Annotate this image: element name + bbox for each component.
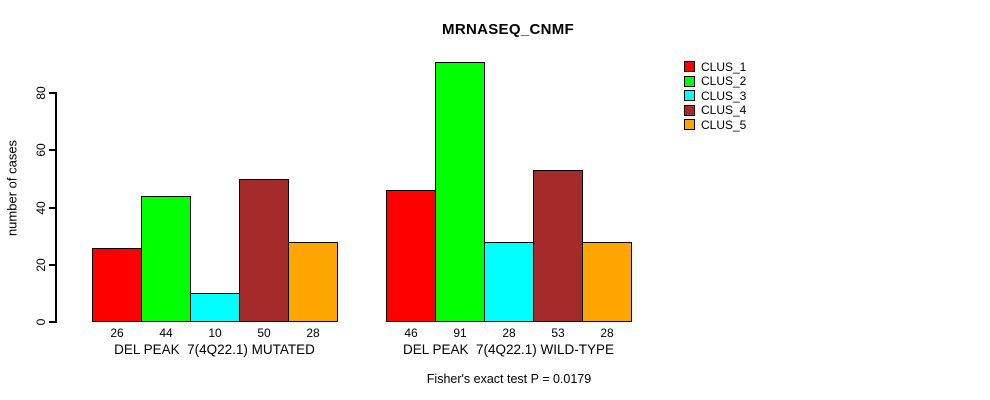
bar-value-label: 53: [551, 326, 565, 340]
bar-value-label: 10: [208, 326, 222, 340]
legend-item: CLUS_4: [684, 103, 747, 118]
legend: CLUS_1 CLUS_2 CLUS_3 CLUS_4 CLUS_5: [684, 59, 747, 134]
legend-item: CLUS_2: [684, 74, 747, 89]
annotation-fisher-test: Fisher's exact test P = 0.0179: [426, 372, 592, 386]
bar-value-label: 46: [404, 326, 418, 340]
y-axis-title: number of cases: [4, 139, 20, 237]
y-axis-tick: [49, 92, 56, 94]
y-axis-tick: [49, 206, 56, 209]
y-axis-tick-label: 20: [34, 258, 48, 272]
bar-clus_1: [386, 190, 436, 322]
bar-clus_2: [435, 61, 485, 322]
bar-clus_4: [533, 170, 583, 322]
legend-swatch-clus_1: [684, 61, 695, 72]
y-axis-tick-label: 60: [34, 143, 48, 157]
legend-label: CLUS_3: [701, 88, 747, 103]
bar-value-label: 50: [257, 326, 271, 340]
bar-clus_2: [141, 196, 191, 322]
legend-swatch-clus_2: [684, 75, 695, 87]
y-axis-tick-label: 40: [34, 200, 48, 215]
y-axis-line: [55, 92, 57, 323]
bar-value-label: 28: [306, 326, 320, 340]
y-axis-tick: [49, 263, 56, 266]
legend-label: CLUS_2: [701, 74, 747, 89]
legend-item: CLUS_1: [684, 59, 747, 74]
bar-value-label: 91: [453, 326, 467, 340]
legend-swatch-clus_5: [684, 119, 695, 131]
bar-clus_1: [92, 247, 142, 322]
bar-value-label: 26: [110, 326, 124, 340]
bar-clus_5: [288, 241, 338, 322]
y-axis-tick-label: 80: [34, 86, 48, 100]
chart-title: MRNASEQ_CNMF: [442, 21, 574, 38]
y-axis-tick: [49, 149, 56, 152]
legend-label: CLUS_1: [701, 59, 747, 74]
bar-clus_4: [239, 178, 289, 322]
bar-value-label: 28: [502, 326, 516, 340]
legend-item: CLUS_3: [684, 88, 747, 103]
group-label: DEL PEAK 7(4Q22.1) MUTATED: [114, 342, 315, 357]
bar-clus_5: [582, 241, 632, 322]
bar-value-label: 44: [159, 326, 173, 340]
legend-swatch-clus_3: [684, 90, 695, 102]
legend-item: CLUS_5: [684, 117, 747, 132]
group-label: DEL PEAK 7(4Q22.1) WILD-TYPE: [402, 342, 615, 357]
bar-value-label: 28: [600, 326, 614, 340]
legend-label: CLUS_4: [701, 103, 747, 118]
bar-clus_3: [190, 293, 240, 322]
y-axis-tick: [49, 321, 56, 323]
bar-clus_3: [484, 241, 534, 322]
y-axis-tick-label: 0: [34, 318, 48, 326]
legend-swatch-clus_4: [684, 104, 695, 116]
legend-label: CLUS_5: [701, 117, 747, 132]
